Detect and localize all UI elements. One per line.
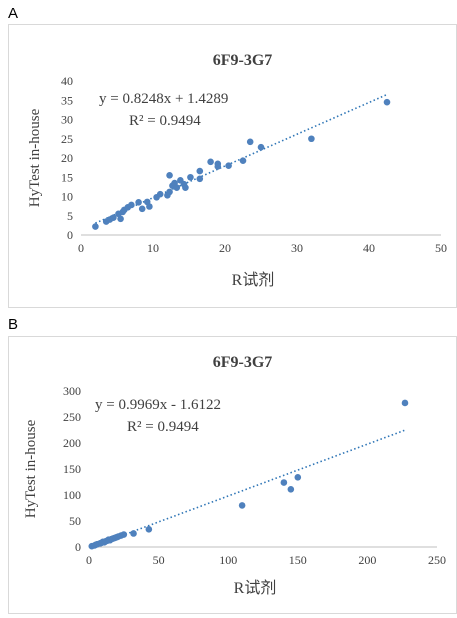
x-axis-label: R试剂 — [234, 579, 277, 597]
data-point — [120, 531, 128, 538]
data-point — [166, 172, 173, 179]
y-axis-label: HyTest in-house — [23, 419, 39, 518]
panel-label-b: B — [8, 316, 19, 333]
data-point — [156, 190, 164, 198]
y-tick-label: 15 — [61, 170, 73, 184]
data-point — [287, 485, 295, 493]
y-tick-label: 5 — [67, 209, 73, 223]
r-squared-label: R² = 0.9494 — [129, 113, 201, 129]
y-tick-label: 30 — [61, 113, 73, 127]
scatter-chart-a: 6F9-3G7 0 10 20 30 40 50 0 5 10 15 20 25 30 35 40 R试剂 HyT… — [27, 52, 447, 289]
data-point — [196, 175, 204, 183]
data-point — [128, 201, 135, 209]
y-tick-label: 40 — [61, 74, 73, 88]
data-point — [130, 530, 137, 537]
panel-label-a: A — [8, 5, 19, 22]
data-point — [280, 479, 288, 486]
data-point — [166, 188, 173, 196]
y-axis-label: HyTest in-house — [27, 108, 43, 207]
data-point — [383, 98, 391, 106]
scatter-chart-b: 6F9-3G7 0 50 100 150 200 250 0 50 100 150 200 250 300… — [23, 354, 446, 597]
data-point — [246, 138, 254, 146]
data-point — [238, 502, 246, 509]
data-point — [110, 214, 117, 221]
y-tick-label: 0 — [67, 228, 73, 242]
x-tick-label: 40 — [363, 241, 375, 255]
x-tick-label: 250 — [428, 553, 446, 567]
x-tick-label: 200 — [358, 553, 376, 567]
x-tick-label: 10 — [147, 241, 159, 255]
y-tick-label: 300 — [63, 384, 81, 398]
y-tick-label: 35 — [61, 93, 73, 107]
data-point — [182, 184, 189, 191]
data-point — [294, 474, 302, 481]
y-tick-label: 25 — [61, 132, 73, 146]
data-point — [145, 526, 153, 533]
y-tick-label: 200 — [63, 436, 81, 450]
trendline — [91, 429, 406, 548]
data-point — [308, 135, 315, 143]
y-tick-label: 20 — [61, 151, 73, 165]
x-tick-label: 30 — [291, 241, 303, 255]
x-tick-label: 50 — [435, 241, 447, 255]
data-point — [225, 162, 232, 169]
x-tick-label: 0 — [78, 241, 84, 255]
regression-equation: y = 0.8248x + 1.4289 — [99, 91, 228, 107]
chart-panel-b: 6F9-3G7 0 50 100 150 200 250 0 50 100 150 200 250 300… — [8, 336, 457, 614]
chart-panel-a: 6F9-3G7 0 10 20 30 40 50 0 5 10 15 20 25 30 35 40 R试剂 HyT… — [8, 24, 457, 308]
y-tick-label: 150 — [63, 462, 81, 476]
data-point — [401, 399, 409, 407]
chart-title: 6F9-3G7 — [213, 354, 273, 371]
y-tick-label: 0 — [75, 540, 81, 554]
x-tick-label: 20 — [219, 241, 231, 255]
data-point — [138, 205, 146, 213]
r-squared-label: R² = 0.9494 — [127, 419, 199, 435]
data-point — [257, 143, 265, 151]
data-point — [196, 167, 204, 175]
y-tick-label: 10 — [61, 190, 73, 204]
y-tick-label: 100 — [63, 488, 81, 502]
data-point — [239, 157, 247, 164]
data-point — [214, 163, 222, 170]
chart-title: 6F9-3G7 — [213, 52, 273, 69]
regression-equation: y = 0.9969x - 1.6122 — [95, 397, 221, 413]
y-tick-label: 250 — [63, 410, 81, 424]
data-point — [117, 215, 124, 223]
x-tick-label: 50 — [153, 553, 165, 567]
data-point — [173, 184, 181, 191]
x-tick-label: 0 — [86, 553, 92, 567]
data-point — [187, 173, 194, 181]
data-point — [146, 203, 153, 210]
data-point — [207, 158, 214, 166]
data-point — [92, 223, 99, 230]
data-point — [135, 198, 142, 206]
x-tick-label: 150 — [289, 553, 307, 567]
x-tick-label: 100 — [219, 553, 237, 567]
x-axis-label: R试剂 — [232, 271, 275, 289]
y-tick-label: 50 — [69, 514, 81, 528]
